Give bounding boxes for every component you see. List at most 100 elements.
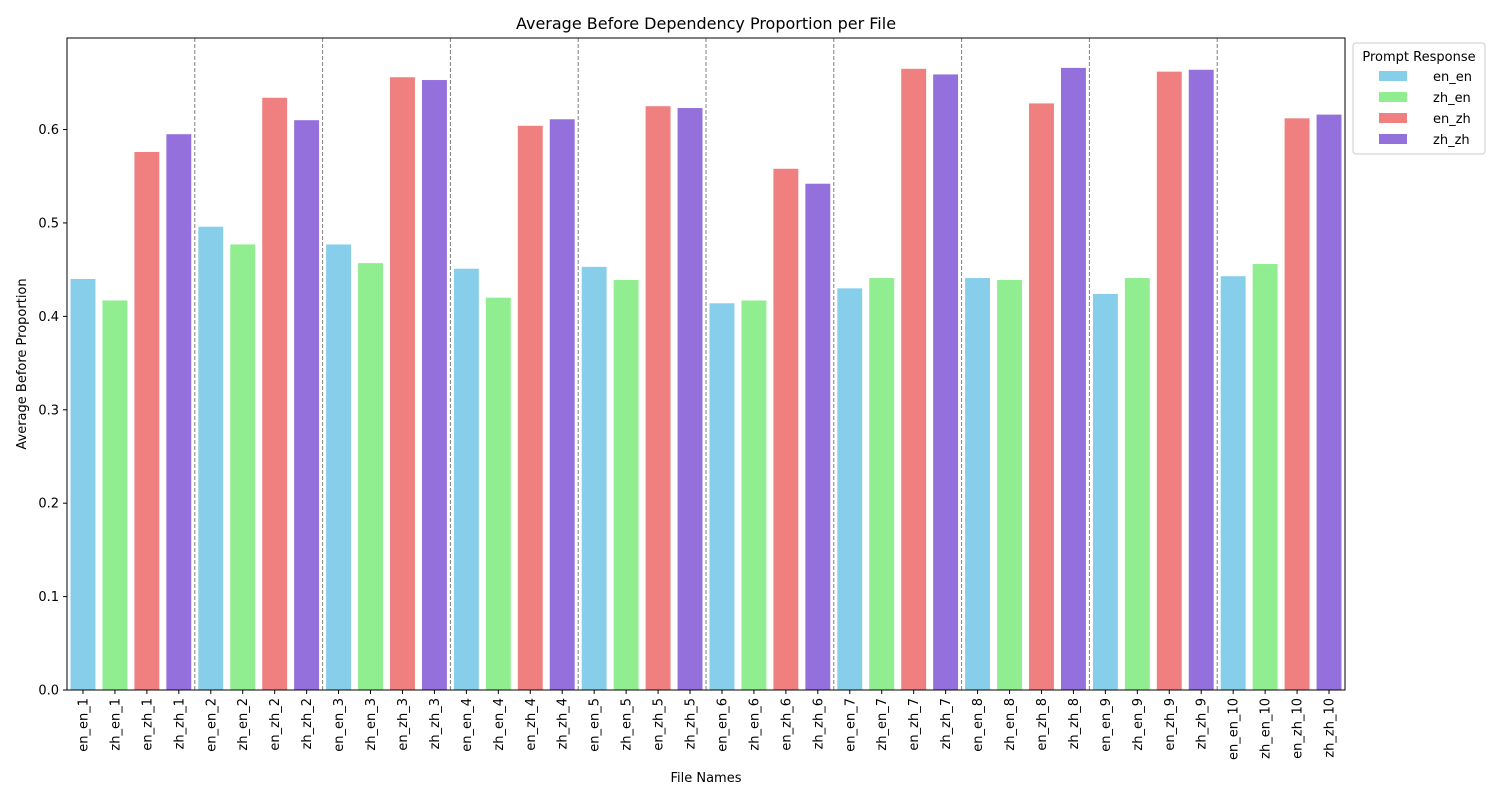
x-tick-label: en_zh_8 bbox=[1035, 698, 1050, 751]
bar-en_en_4 bbox=[453, 268, 479, 690]
x-tick-label: en_en_6 bbox=[715, 698, 730, 752]
bar-zh_zh_1 bbox=[166, 134, 192, 690]
x-tick-label: zh_en_3 bbox=[364, 698, 379, 751]
x-tick-label: zh_en_8 bbox=[1003, 698, 1018, 751]
x-tick-label: zh_zh_9 bbox=[1195, 698, 1210, 749]
legend-label-en_zh: en_zh bbox=[1433, 112, 1471, 127]
bar-en_zh_7 bbox=[901, 68, 927, 690]
x-tick-label: zh_en_6 bbox=[747, 698, 762, 751]
bar-zh_zh_10 bbox=[1316, 114, 1342, 691]
y-axis-label: Average Before Proportion bbox=[15, 278, 30, 449]
x-tick-label: en_en_5 bbox=[588, 698, 603, 752]
bar-zh_en_5 bbox=[613, 279, 639, 690]
bar-en_en_7 bbox=[837, 288, 863, 690]
x-tick-label: zh_en_5 bbox=[620, 698, 635, 751]
x-tick-label: en_en_1 bbox=[76, 698, 91, 752]
x-tick-label: en_en_3 bbox=[332, 698, 347, 752]
bar-en_zh_3 bbox=[390, 77, 415, 691]
x-tick-label: zh_zh_2 bbox=[300, 698, 315, 749]
bar-en_zh_1 bbox=[134, 151, 160, 690]
bar-en_zh_5 bbox=[645, 106, 671, 690]
bar-zh_zh_2 bbox=[294, 120, 320, 690]
legend-title: Prompt Response bbox=[1362, 50, 1475, 65]
bar-en_zh_4 bbox=[517, 125, 543, 690]
x-tick-label: en_en_9 bbox=[1099, 698, 1114, 752]
bar-zh_en_3 bbox=[358, 263, 383, 690]
x-tick-label: en_zh_4 bbox=[524, 698, 539, 751]
bar-en_en_1 bbox=[70, 279, 96, 690]
x-tick-label: en_en_10 bbox=[1227, 698, 1242, 760]
bar-en_en_9 bbox=[1092, 293, 1118, 690]
legend-box bbox=[1352, 42, 1486, 155]
bar-zh_en_4 bbox=[485, 297, 511, 690]
bar-en_zh_2 bbox=[262, 97, 288, 690]
bar-en_zh_9 bbox=[1156, 71, 1182, 690]
bar-zh_zh_3 bbox=[421, 80, 447, 690]
bar-zh_zh_6 bbox=[805, 183, 831, 690]
bar-zh_en_8 bbox=[997, 279, 1022, 690]
x-tick-label: en_zh_3 bbox=[396, 698, 411, 751]
x-axis-label: File Names bbox=[670, 771, 741, 786]
legend-swatch-en_zh bbox=[1379, 113, 1407, 123]
bar-en_en_8 bbox=[965, 278, 991, 690]
bars-layer bbox=[70, 67, 1342, 691]
group-separators bbox=[194, 38, 1218, 690]
y-tick-label: 0.4 bbox=[38, 310, 59, 325]
bar-en_en_10 bbox=[1220, 276, 1246, 690]
x-tick-label: zh_en_2 bbox=[236, 698, 251, 751]
legend-swatch-zh_zh bbox=[1379, 134, 1407, 144]
x-tick-label: zh_en_4 bbox=[492, 698, 507, 751]
bar-zh_zh_5 bbox=[677, 108, 703, 690]
y-axis: 0.0 0.1 0.2 0.3 0.4 0.5 0.6 bbox=[38, 123, 67, 699]
x-tick-label: zh_zh_7 bbox=[939, 698, 954, 749]
x-tick-label: zh_zh_8 bbox=[1067, 698, 1082, 749]
bar-en_en_3 bbox=[326, 244, 352, 690]
bar-en_zh_10 bbox=[1284, 118, 1310, 690]
x-tick-label: zh_en_9 bbox=[1131, 698, 1146, 751]
bar-en_zh_8 bbox=[1029, 103, 1054, 690]
bar-en_zh_6 bbox=[773, 168, 799, 690]
x-tick-label: zh_zh_6 bbox=[811, 698, 826, 749]
y-tick-label: 0.6 bbox=[38, 123, 59, 138]
x-tick-label: en_en_7 bbox=[843, 698, 858, 752]
bar-zh_en_7 bbox=[869, 278, 895, 690]
x-tick-label: zh_zh_1 bbox=[172, 698, 187, 749]
bar-zh_en_9 bbox=[1124, 278, 1150, 690]
y-tick-label: 0.1 bbox=[38, 590, 59, 605]
chart-title: Average Before Dependency Proportion per… bbox=[516, 14, 896, 33]
bar-zh_zh_4 bbox=[549, 119, 575, 690]
bar-zh_en_2 bbox=[230, 244, 256, 690]
bar-zh_zh_7 bbox=[933, 74, 959, 691]
x-tick-label: en_zh_10 bbox=[1291, 698, 1306, 759]
x-tick-label: zh_zh_10 bbox=[1323, 698, 1338, 758]
x-tick-label: en_zh_6 bbox=[779, 698, 794, 751]
x-tick-label: zh_en_7 bbox=[875, 698, 890, 751]
legend-label-zh_en: zh_en bbox=[1433, 91, 1471, 106]
x-tick-label: en_zh_7 bbox=[907, 698, 922, 751]
x-tick-label: en_zh_2 bbox=[268, 698, 283, 751]
x-tick-label: zh_zh_5 bbox=[684, 698, 699, 749]
bar-zh_en_6 bbox=[741, 300, 767, 690]
y-tick-label: 0.3 bbox=[38, 403, 59, 418]
x-tick-label: en_en_8 bbox=[971, 698, 986, 752]
x-tick-label: zh_en_1 bbox=[108, 698, 123, 751]
legend-label-zh_zh: zh_zh bbox=[1433, 133, 1470, 148]
bar-zh_en_1 bbox=[102, 300, 128, 690]
x-tick-label: en_en_2 bbox=[204, 698, 219, 752]
bar-zh_zh_9 bbox=[1188, 69, 1214, 690]
legend-swatch-zh_en bbox=[1379, 92, 1407, 102]
legend-label-en_en: en_en bbox=[1433, 70, 1472, 85]
x-axis: en_en_1 zh_en_1 en_zh_1 zh_zh_1 en_en_2 zh_en… bbox=[76, 690, 1338, 760]
plot-frame bbox=[66, 37, 1346, 691]
bar-en_en_5 bbox=[581, 266, 607, 690]
x-tick-label: en_en_4 bbox=[460, 698, 475, 752]
y-tick-label: 0.2 bbox=[38, 497, 59, 512]
y-tick-label: 0.5 bbox=[38, 216, 59, 231]
bar-en_en_2 bbox=[198, 226, 224, 690]
x-tick-label: en_zh_5 bbox=[652, 698, 667, 751]
legend-swatch-en_en bbox=[1379, 71, 1407, 81]
x-tick-label: zh_en_10 bbox=[1259, 698, 1274, 759]
legend-entries: en_en zh_en en_zh zh_zh bbox=[1379, 70, 1472, 148]
x-tick-label: zh_zh_4 bbox=[556, 698, 571, 749]
